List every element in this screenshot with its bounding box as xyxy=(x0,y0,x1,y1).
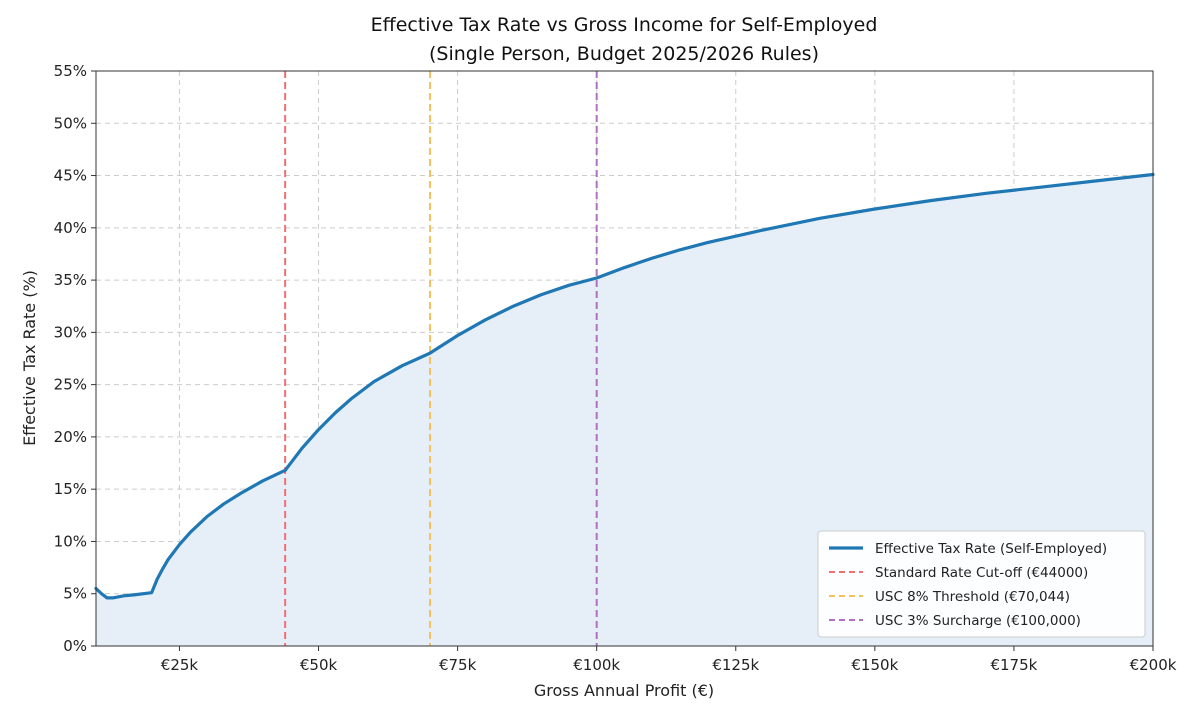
plot-frame xyxy=(95,70,1154,647)
y-tick-label: 15% xyxy=(54,480,87,498)
y-axis-ticks: 0% 5% 10% 15% 20% 25% 30% 35% 40% 45% 50% 55% xyxy=(54,62,96,655)
y-tick-label: 5% xyxy=(63,585,87,603)
y-tick-label: 45% xyxy=(54,167,87,185)
x-tick-label: €125k xyxy=(712,656,759,674)
x-tick-label: €75k xyxy=(439,656,477,674)
x-tick-label: €150k xyxy=(851,656,898,674)
y-tick-label: 55% xyxy=(54,62,87,80)
x-tick-label: €100k xyxy=(573,656,620,674)
legend-label-series: Effective Tax Rate (Self-Employed) xyxy=(875,541,1107,557)
chart-subtitle: (Single Person, Budget 2025/2026 Rules) xyxy=(429,43,819,65)
y-axis-title: Effective Tax Rate (%) xyxy=(20,270,39,446)
y-tick-label: 0% xyxy=(63,637,87,655)
y-tick-label: 10% xyxy=(54,532,87,550)
legend: Effective Tax Rate (Self-Employed) Stand… xyxy=(817,530,1146,638)
y-tick-label: 35% xyxy=(54,271,87,289)
x-tick-label: €175k xyxy=(990,656,1037,674)
legend-label-ref-usc-3: USC 3% Surcharge (€100,000) xyxy=(875,613,1081,629)
y-tick-label: 20% xyxy=(54,428,87,446)
chart-title: Effective Tax Rate vs Gross Income for S… xyxy=(371,14,878,36)
y-tick-label: 40% xyxy=(54,219,87,237)
x-tick-label: €50k xyxy=(300,656,338,674)
legend-label-ref-standard-rate: Standard Rate Cut-off (€44000) xyxy=(875,565,1088,581)
series-line-effective-tax-rate xyxy=(94,172,1155,600)
y-tick-label: 25% xyxy=(54,376,87,394)
series-area-fill xyxy=(96,174,1153,646)
legend-label-ref-usc-8: USC 8% Threshold (€70,044) xyxy=(875,589,1070,605)
x-axis-title: Gross Annual Profit (€) xyxy=(534,681,714,700)
x-tick-label: €200k xyxy=(1130,656,1177,674)
x-tick-label: €25k xyxy=(161,656,199,674)
reference-lines xyxy=(284,71,598,646)
y-tick-label: 30% xyxy=(54,323,87,341)
y-tick-label: 50% xyxy=(54,114,87,132)
legend-box xyxy=(817,530,1146,638)
x-axis-ticks: €25k €50k €75k €100k €125k €150k €175k €200k xyxy=(161,646,1177,674)
